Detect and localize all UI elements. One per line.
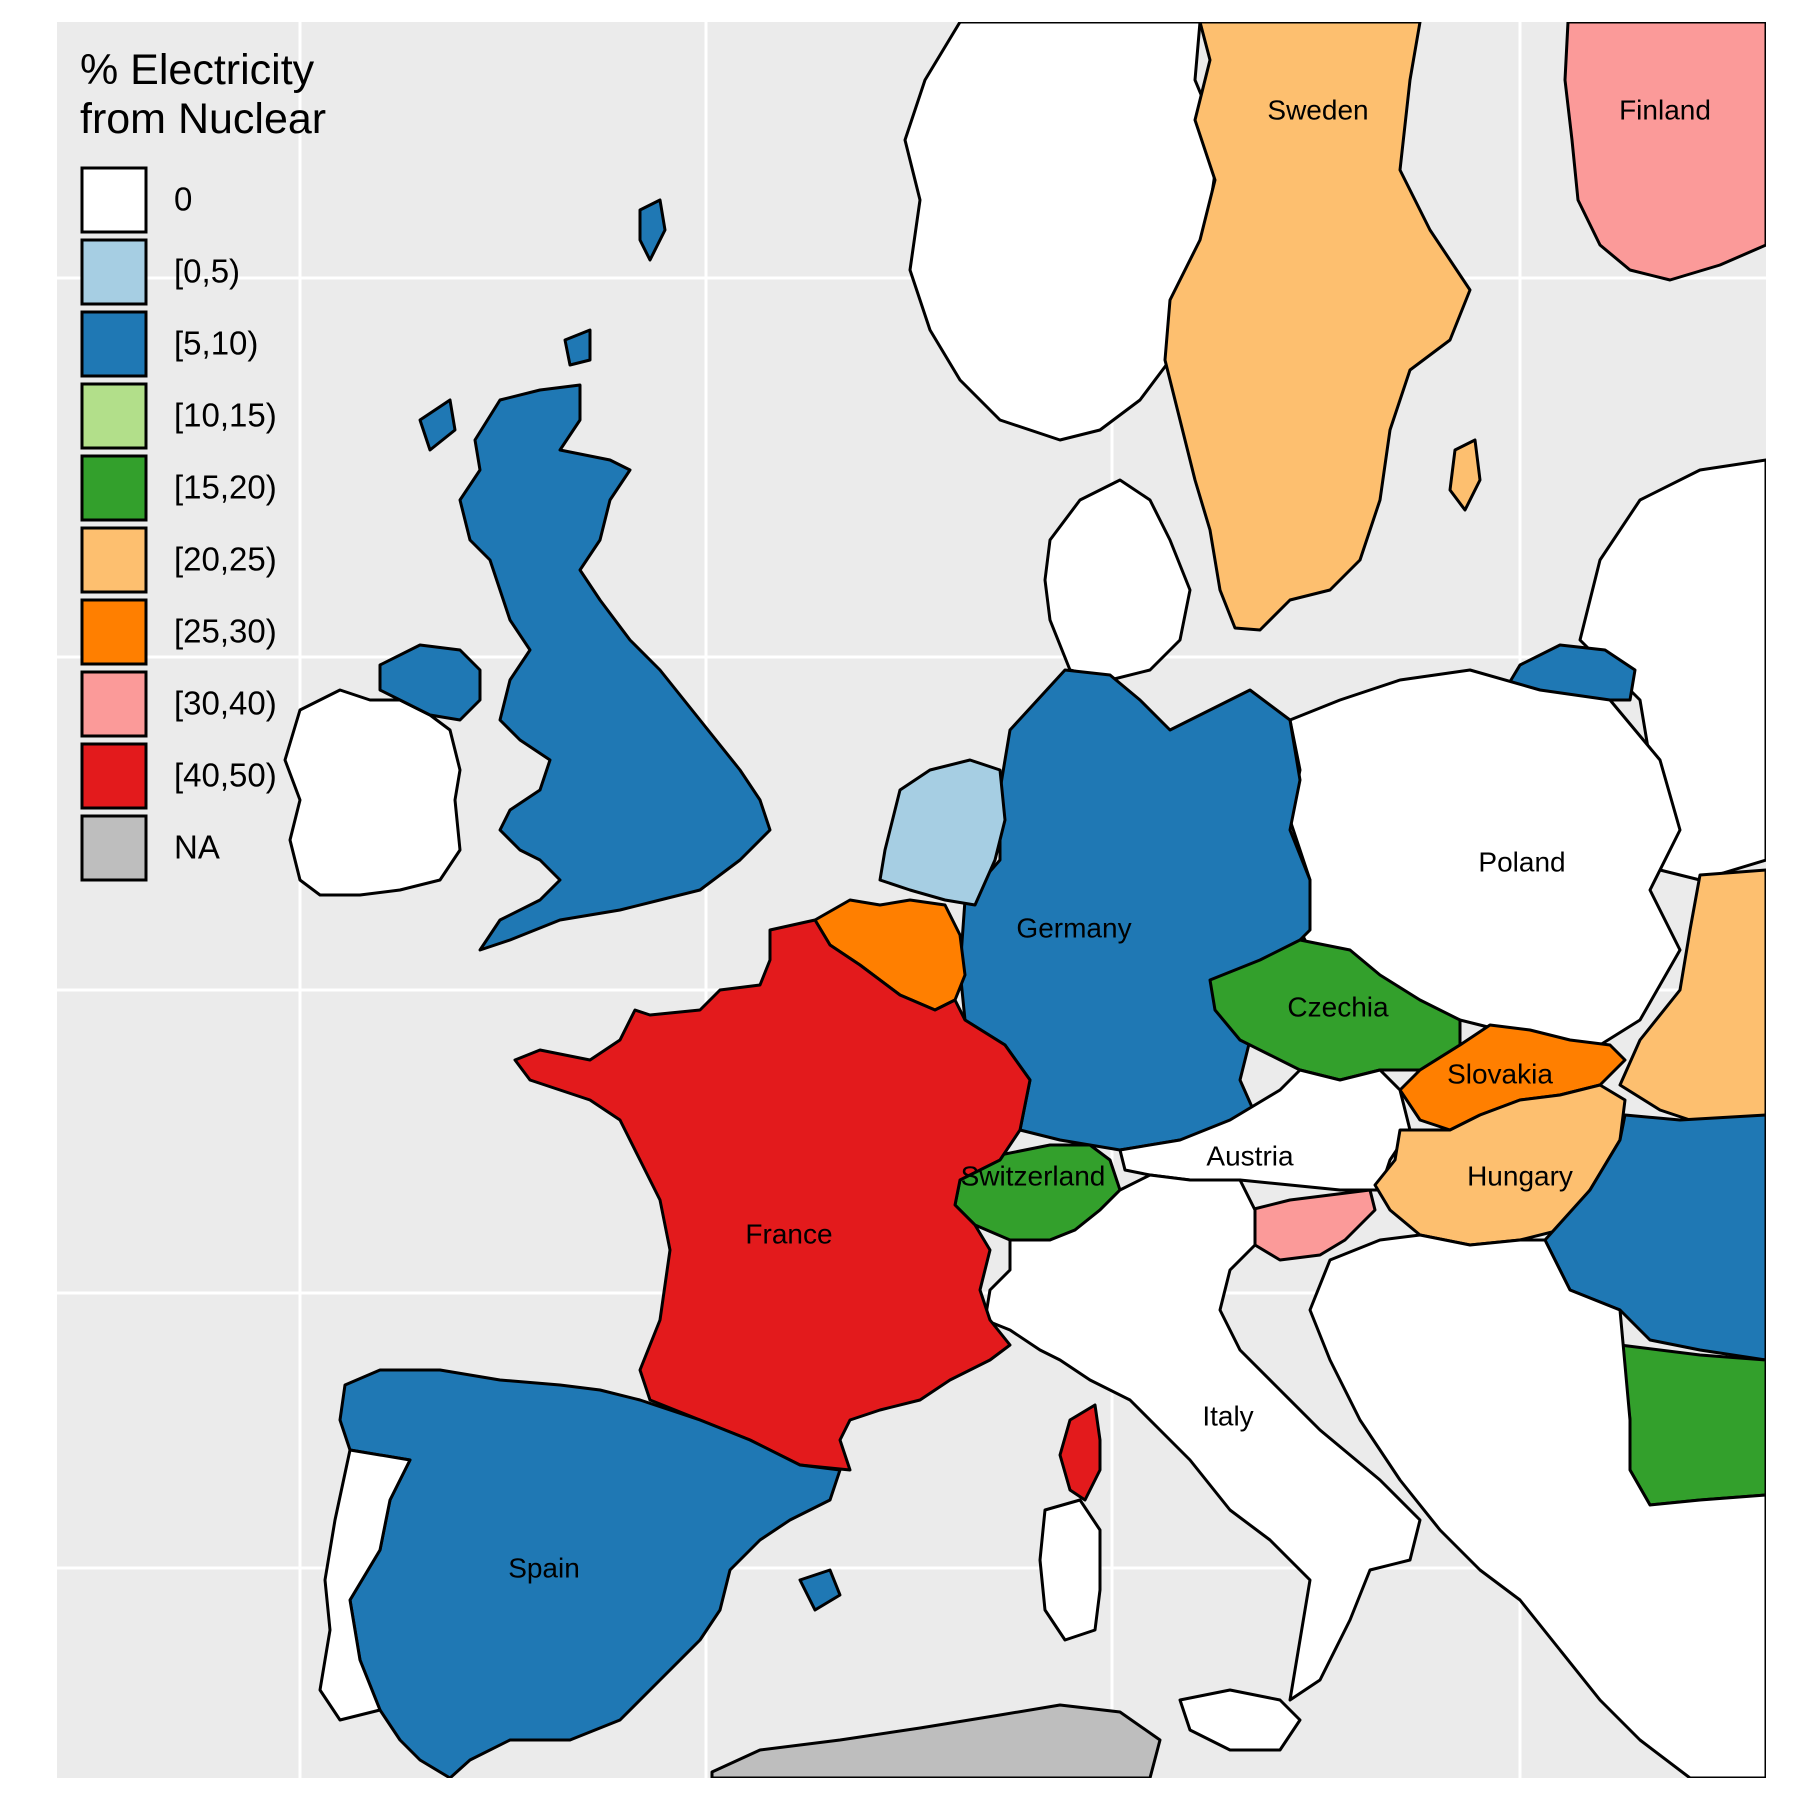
legend-items: 0 [0,5) [5,10) [10,15) [15,20) [20,25) [25,30)… — [80, 166, 277, 882]
country-ireland — [283, 688, 462, 897]
legend-key-swatch — [80, 166, 148, 234]
legend-key-label: [10,15) — [174, 397, 277, 434]
label-germany: Germany — [1016, 912, 1131, 943]
legend-key-swatch — [80, 670, 148, 738]
legend-key-label: [40,50) — [174, 757, 277, 794]
island-shetland — [638, 198, 667, 262]
country-balkans — [1308, 1233, 1766, 1778]
country-corsica — [1058, 1403, 1102, 1502]
legend-key-swatch — [80, 382, 148, 450]
label-slovakia: Slovakia — [1447, 1058, 1553, 1089]
island-mallorca — [798, 1568, 842, 1612]
country-italy — [983, 1173, 1422, 1702]
country-france — [513, 918, 1032, 1472]
country-united-kingdom — [458, 383, 772, 952]
label-italy: Italy — [1202, 1400, 1253, 1431]
country-finland — [1563, 22, 1766, 282]
island-outer-hebrides — [418, 398, 457, 452]
legend-key-swatch — [80, 238, 148, 306]
country-netherlands — [878, 758, 1007, 907]
legend-key-swatch — [80, 814, 148, 882]
label-poland: Poland — [1478, 846, 1565, 877]
legend-title-line1: % Electricity — [80, 46, 315, 94]
countries-layer — [283, 22, 1766, 1778]
legend-key-swatch — [80, 454, 148, 522]
country-ukraine — [1618, 868, 1766, 1132]
legend-key-label: 0 — [174, 181, 192, 218]
country-sardinia — [1038, 1498, 1102, 1642]
legend-key-label: [30,40) — [174, 685, 277, 722]
country-bulgaria — [1618, 1343, 1766, 1507]
legend-key-label: [20,25) — [174, 541, 277, 578]
island-gotland — [1448, 438, 1482, 512]
label-finland: Finland — [1619, 94, 1711, 125]
legend-key-label: [0,5) — [174, 253, 240, 290]
legend-key-label: NA — [174, 829, 220, 866]
legend-key-label: [15,20) — [174, 469, 277, 506]
label-hungary: Hungary — [1467, 1160, 1573, 1191]
country-sicily — [1178, 1688, 1302, 1752]
legend-title-line2: from Nuclear — [80, 95, 326, 143]
legend-key-swatch — [80, 598, 148, 666]
map-legend: % Electricity from Nuclear 0 [0,5) [5,10) [… — [80, 46, 326, 882]
country-romania — [1543, 1113, 1766, 1362]
label-sweden: Sweden — [1267, 94, 1368, 125]
label-czechia: Czechia — [1287, 991, 1389, 1022]
label-austria: Austria — [1206, 1140, 1294, 1171]
country-slovenia — [1248, 1188, 1377, 1262]
country-north-africa — [710, 1703, 1162, 1778]
legend-key-label: [5,10) — [174, 325, 258, 362]
country-sweden — [1163, 22, 1472, 632]
island-orkney — [563, 328, 592, 367]
label-spain: Spain — [508, 1552, 580, 1583]
country-denmark — [1043, 478, 1192, 682]
country-labels: Sweden Finland Poland Germany Czechia Sl… — [508, 94, 1711, 1583]
legend-key-swatch — [80, 742, 148, 810]
country-portugal — [318, 1448, 412, 1722]
label-switzerland: Switzerland — [961, 1160, 1106, 1191]
legend-key-swatch — [80, 526, 148, 594]
legend-key-swatch — [80, 310, 148, 378]
legend-key-label: [25,30) — [174, 613, 277, 650]
country-northern-ireland — [378, 643, 482, 722]
label-france: France — [745, 1218, 832, 1249]
